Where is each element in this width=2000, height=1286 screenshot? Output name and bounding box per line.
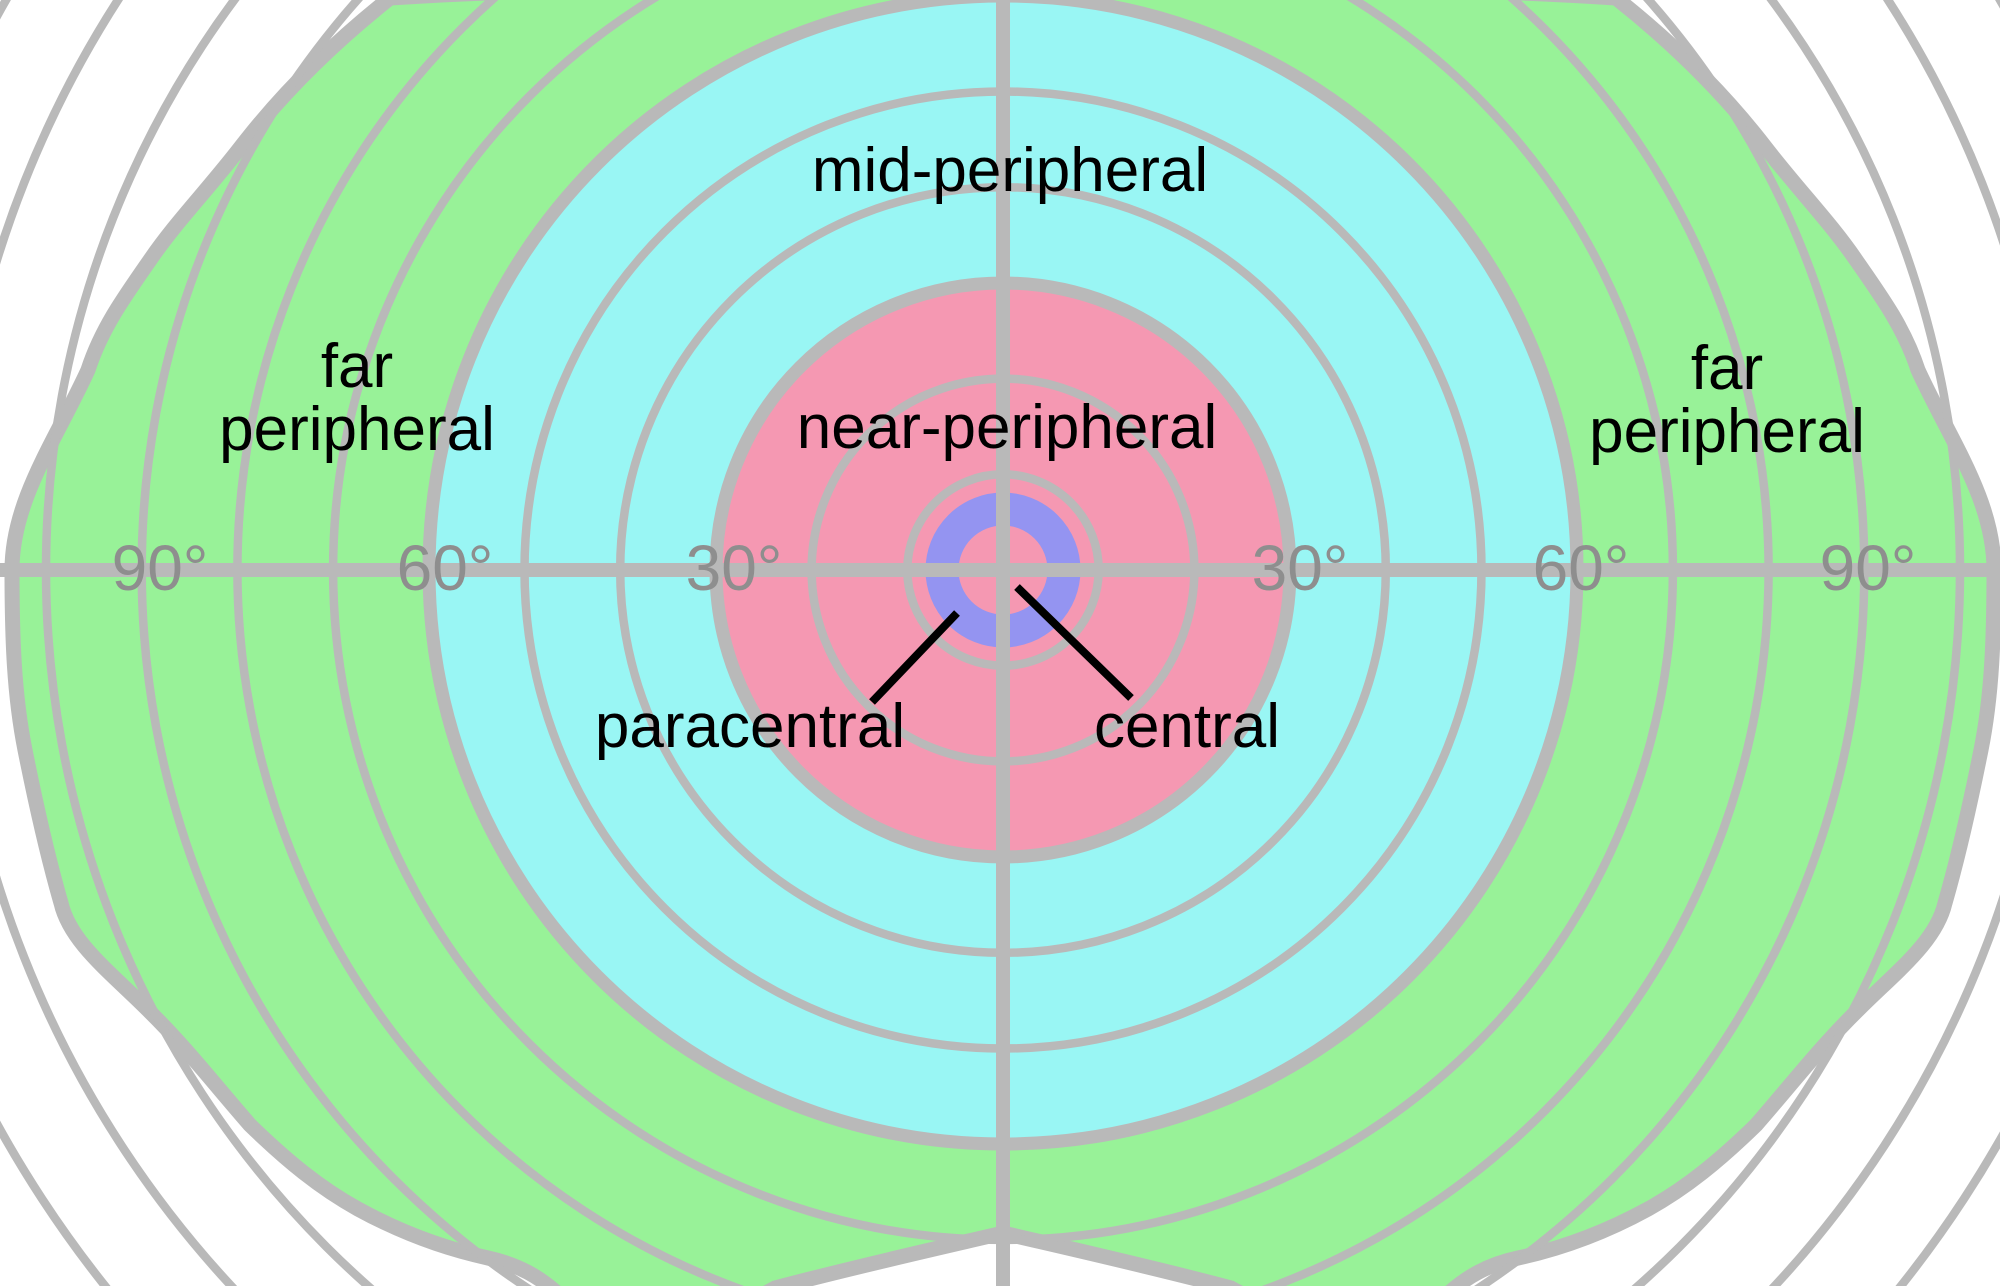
paracentral-label: paracentral (595, 692, 905, 761)
tick-left-60: 60° (397, 532, 494, 604)
far-peripheral-left-label-line2: peripheral (219, 395, 495, 464)
pointer-lines (869, 584, 1134, 705)
far-peripheral-right-label-line2: peripheral (1589, 397, 1865, 466)
tick-right-90: 90° (1820, 532, 1917, 604)
far-peripheral-left-label-line1: far (321, 332, 393, 401)
degree-tick-labels: 90° 60° 30° 30° 60° 90° (112, 532, 1917, 604)
region-labels: mid-peripheral near-peripheral far perip… (219, 136, 1865, 761)
tick-left-30: 30° (686, 532, 783, 604)
paracentral-pointer-line (869, 610, 960, 705)
far-peripheral-right-label-line1: far (1691, 334, 1763, 403)
tick-left-90: 90° (112, 532, 209, 604)
near-peripheral-label: near-peripheral (797, 393, 1217, 462)
tick-right-60: 60° (1533, 532, 1630, 604)
mid-peripheral-label: mid-peripheral (812, 136, 1208, 205)
tick-right-30: 30° (1252, 532, 1349, 604)
central-pointer-line (1014, 584, 1134, 701)
central-label: central (1094, 692, 1280, 761)
